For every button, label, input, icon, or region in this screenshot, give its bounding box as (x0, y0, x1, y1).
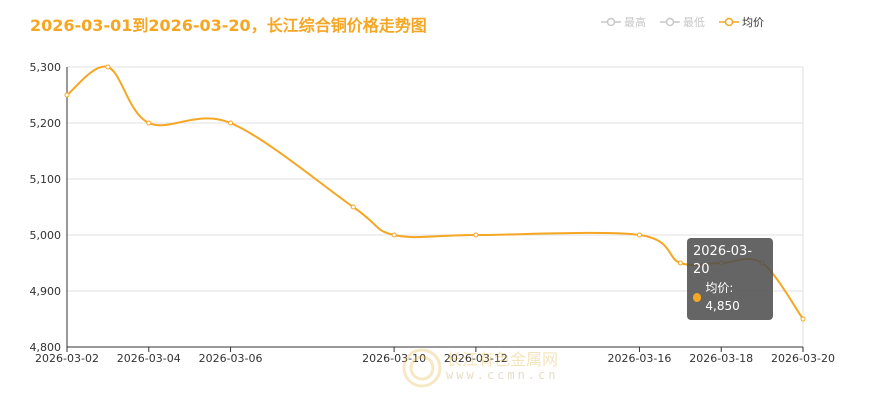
data-point (105, 64, 111, 70)
data-point (636, 232, 642, 238)
y-tick-label: 4,900 (30, 285, 62, 298)
legend-max-label: 最高 (624, 16, 646, 29)
tooltip-series-dot (693, 292, 702, 302)
tooltip: 2026-03-20 均价: 4,850 (687, 238, 773, 320)
legend-min-icon (660, 17, 680, 27)
data-point (146, 120, 152, 126)
x-tick-label: 2026-03-16 (607, 352, 671, 365)
y-tick-label: 4,800 (30, 341, 62, 354)
x-tick-label: 2026-03-04 (117, 352, 181, 365)
data-point (391, 232, 397, 238)
data-point (228, 120, 234, 126)
y-tick-label: 5,300 (30, 61, 62, 74)
x-tick-label: 2026-03-20 (771, 352, 835, 365)
x-tick-label: 2026-03-18 (689, 352, 753, 365)
legend: 最高 最低 均价 (601, 14, 764, 30)
x-tick-label: 2026-03-02 (35, 352, 99, 365)
data-point (800, 316, 806, 322)
chart-title: 2026-03-01到2026-03-20，长江综合铜价格走势图 (30, 16, 427, 35)
data-point (473, 232, 479, 238)
x-tick-label: 2026-03-06 (199, 352, 263, 365)
legend-item-avg[interactable]: 均价 (719, 14, 764, 30)
y-tick-label: 5,200 (30, 117, 62, 130)
legend-item-max[interactable]: 最高 (601, 14, 646, 30)
x-tick-labels: 2026-03-02 2026-03-04 2026-03-06 2026-03-10… (35, 352, 835, 365)
y-tick-label: 5,000 (30, 229, 62, 242)
data-point (677, 260, 683, 266)
y-tick-label: 5,100 (30, 173, 62, 186)
data-point (350, 204, 356, 210)
legend-max-icon (601, 17, 621, 27)
legend-item-min[interactable]: 最低 (660, 14, 705, 30)
tooltip-row: 均价: 4,850 (693, 279, 767, 315)
y-tick-labels: 4,800 4,900 5,000 5,100 5,200 5,300 (30, 61, 62, 354)
data-point (64, 92, 70, 98)
legend-avg-label: 均价 (742, 16, 764, 29)
grid-lines (67, 66, 803, 348)
x-tick-label: 2026-03-10 (362, 352, 426, 365)
x-tick-label: 2026-03-12 (444, 352, 508, 365)
legend-min-label: 最低 (683, 16, 705, 29)
axes (66, 67, 804, 352)
tooltip-value: 均价: 4,850 (705, 281, 740, 313)
tooltip-date: 2026-03-20 (693, 244, 753, 277)
legend-avg-icon (719, 17, 739, 27)
